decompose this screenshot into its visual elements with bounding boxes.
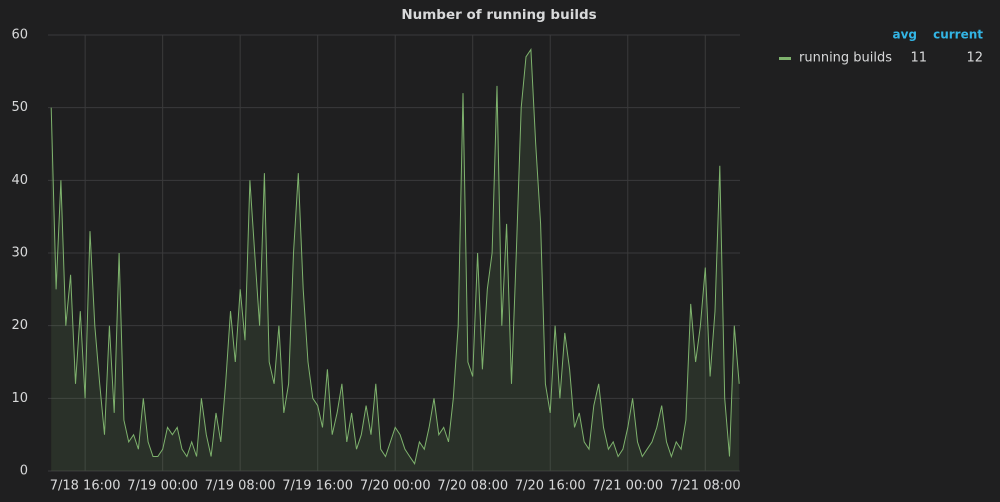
legend-header: avg bbox=[892, 28, 917, 42]
y-tick-label: 20 bbox=[11, 318, 28, 333]
x-tick-label: 7/19 08:00 bbox=[205, 479, 276, 494]
x-tick-label: 7/21 08:00 bbox=[670, 479, 741, 494]
legend-value: 11 bbox=[910, 51, 927, 66]
x-tick-label: 7/21 00:00 bbox=[592, 479, 663, 494]
x-tick-label: 7/18 16:00 bbox=[50, 479, 121, 494]
chart-title: Number of running builds bbox=[401, 7, 596, 23]
y-tick-label: 30 bbox=[11, 246, 28, 261]
y-tick-label: 60 bbox=[11, 28, 28, 43]
legend-swatch bbox=[779, 57, 791, 60]
area bbox=[51, 49, 740, 471]
x-tick-label: 7/20 08:00 bbox=[437, 479, 508, 494]
y-tick-label: 10 bbox=[11, 391, 28, 406]
y-tick-label: 50 bbox=[11, 100, 28, 115]
x-tick-label: 7/20 16:00 bbox=[515, 479, 586, 494]
line bbox=[50, 47, 740, 465]
x-tick-label: 7/19 00:00 bbox=[127, 479, 198, 494]
legend-value: 12 bbox=[966, 51, 983, 66]
y-tick-label: 40 bbox=[11, 173, 28, 188]
x-tick-label: 7/19 16:00 bbox=[282, 479, 353, 494]
x-tick-label: 7/20 00:00 bbox=[360, 479, 431, 494]
legend-header: current bbox=[933, 28, 983, 42]
legend-label: running builds bbox=[799, 51, 892, 66]
y-tick-label: 0 bbox=[20, 464, 28, 479]
